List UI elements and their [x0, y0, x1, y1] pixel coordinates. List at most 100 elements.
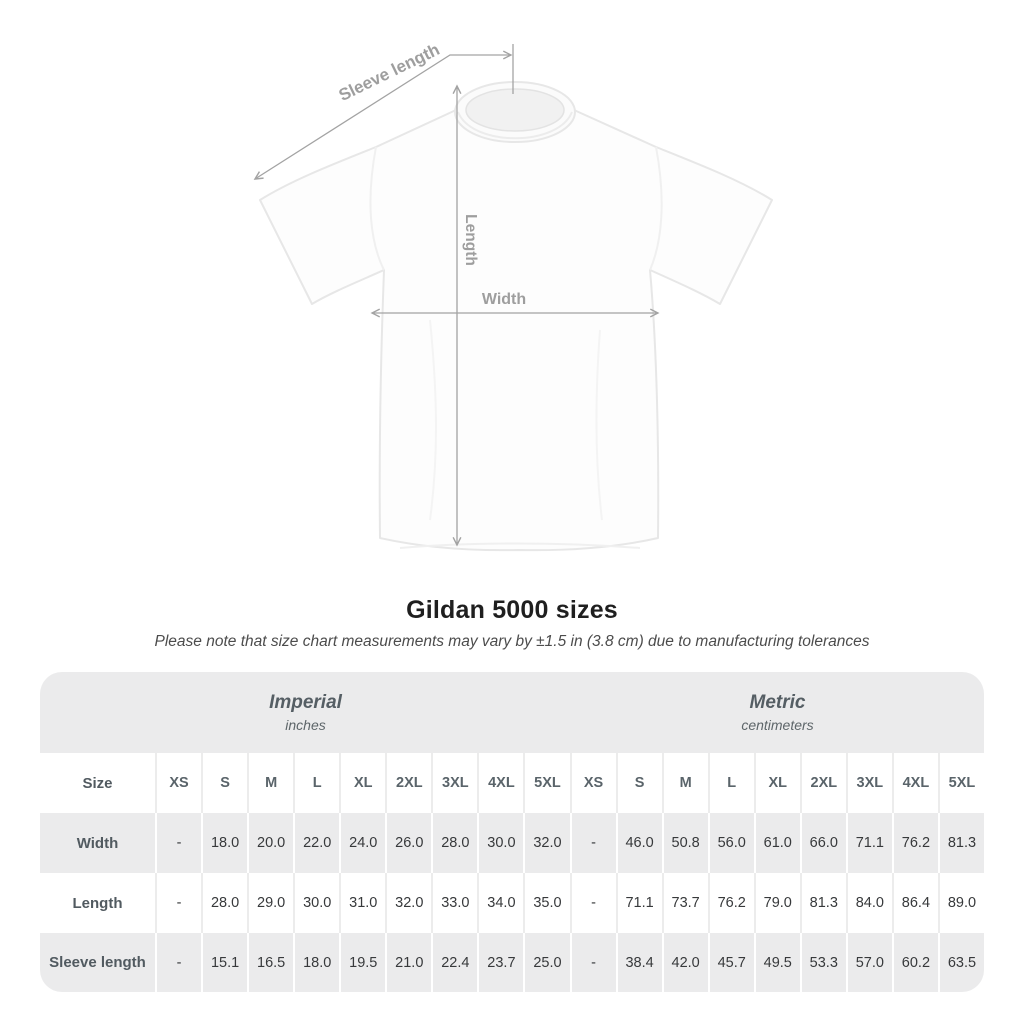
- width-label: Width: [482, 291, 526, 308]
- size-header-imperial-s: S: [201, 753, 247, 813]
- table-cell: 18.0: [293, 933, 339, 992]
- table-row-width: Width -18.0 20.0 22.0 24.0 26.0 28.0 30.0 32.0-4…: [40, 813, 984, 873]
- size-header-imperial-5xl: 5XL: [523, 753, 569, 813]
- imperial-group-header: Imperial inches: [40, 672, 571, 753]
- tshirt-diagram-svg: Sleeve length Length Width: [253, 40, 773, 552]
- size-header-imperial-xs: XS: [155, 753, 201, 813]
- table-cell: 26.0: [385, 813, 431, 873]
- table-cell: 33.0: [431, 873, 477, 933]
- table-cell: 29.0: [247, 873, 293, 933]
- size-header-metric-2xl: 2XL: [799, 753, 846, 813]
- table-cell: 30.0: [293, 873, 339, 933]
- table-cell: 60.2: [891, 933, 938, 992]
- metric-label: Metric: [749, 692, 806, 713]
- row-label: Length: [72, 894, 123, 912]
- table-cell: 66.0: [799, 813, 846, 873]
- table-cell: 24.0: [339, 813, 385, 873]
- table-cell: 19.5: [339, 933, 385, 992]
- table-cell: 76.2: [707, 873, 754, 933]
- table-cell: 76.2: [891, 813, 938, 873]
- table-cell: -: [569, 813, 616, 873]
- table-cell: -: [569, 933, 616, 992]
- table-cell: 30.0: [477, 813, 523, 873]
- sleeve-length-arrow: [253, 50, 513, 180]
- table-row-length: Length -28.0 29.0 30.0 31.0 32.0 33.0 34.0 35.0-…: [40, 873, 984, 933]
- table-cell: 38.4: [615, 933, 662, 992]
- table-cell: 35.0: [523, 873, 569, 933]
- size-header-metric-4xl: 4XL: [891, 753, 938, 813]
- page-title: Gildan 5000 sizes: [406, 596, 618, 624]
- size-header-metric-5xl: 5XL: [937, 753, 984, 813]
- size-header-imperial-xl: XL: [339, 753, 385, 813]
- table-cell: -: [569, 873, 616, 933]
- length-label: Length: [462, 214, 479, 266]
- size-header-imperial-2xl: 2XL: [385, 753, 431, 813]
- table-cell: 49.5: [753, 933, 800, 992]
- table-cell: 56.0: [707, 813, 754, 873]
- table-cell: -: [155, 933, 201, 992]
- table-cell: -: [155, 873, 201, 933]
- table-cell: 32.0: [523, 813, 569, 873]
- imperial-label: Imperial: [269, 692, 342, 713]
- metric-group-header: Metric centimeters: [571, 672, 984, 753]
- row-label: Width: [76, 834, 119, 852]
- table-cell: 71.1: [615, 873, 662, 933]
- size-header-metric-s: S: [615, 753, 662, 813]
- table-cell: 86.4: [891, 873, 938, 933]
- table-cell: 15.1: [201, 933, 247, 992]
- table-cell: 28.0: [431, 813, 477, 873]
- size-header-imperial-3xl: 3XL: [431, 753, 477, 813]
- table-cell: 79.0: [753, 873, 800, 933]
- measurement-annotations: [253, 44, 660, 547]
- size-header-imperial-m: M: [247, 753, 293, 813]
- table-cell: 16.5: [247, 933, 293, 992]
- table-cell: 23.7: [477, 933, 523, 992]
- metric-unit-label: centimeters: [741, 717, 814, 733]
- table-cell: 34.0: [477, 873, 523, 933]
- table-cell: 50.8: [661, 813, 708, 873]
- table-cell: 32.0: [385, 873, 431, 933]
- table-cell: 57.0: [845, 933, 892, 992]
- table-cell: 20.0: [247, 813, 293, 873]
- table-cell: 84.0: [845, 873, 892, 933]
- size-header-row: Size XS S M L XL 2XL 3XL 4XL 5XL XS S M L XL 2XL 3XL 4XL 5…: [40, 753, 984, 813]
- tshirt-diagram: Sleeve length Length Width: [253, 40, 773, 552]
- table-cell: 21.0: [385, 933, 431, 992]
- unit-group-band: Imperial inches Metric centimeters: [40, 672, 984, 753]
- imperial-unit-label: inches: [285, 717, 326, 733]
- table-cell: 25.0: [523, 933, 569, 992]
- tshirt-collar: [454, 81, 576, 143]
- tshirt-illustration: [259, 81, 773, 552]
- size-column-header: Size: [82, 774, 113, 792]
- table-cell: 31.0: [339, 873, 385, 933]
- size-header-metric-xl: XL: [753, 753, 800, 813]
- table-cell: 18.0: [201, 813, 247, 873]
- table-cell: 45.7: [707, 933, 754, 992]
- size-header-metric-3xl: 3XL: [845, 753, 892, 813]
- table-cell: 22.4: [431, 933, 477, 992]
- table-cell: 71.1: [845, 813, 892, 873]
- table-cell: 22.0: [293, 813, 339, 873]
- table-cell: -: [155, 813, 201, 873]
- size-header-metric-m: M: [661, 753, 708, 813]
- size-header-metric-l: L: [707, 753, 754, 813]
- table-body: Width -18.0 20.0 22.0 24.0 26.0 28.0 30.0 32.0-4…: [40, 813, 984, 992]
- table-cell: 42.0: [661, 933, 708, 992]
- size-header-imperial-4xl: 4XL: [477, 753, 523, 813]
- sleeve-length-label: Sleeve length: [336, 40, 443, 105]
- table-cell: 81.3: [937, 813, 984, 873]
- table-cell: 73.7: [661, 873, 708, 933]
- size-table: Imperial inches Metric centimeters Size X…: [40, 672, 984, 992]
- table-cell: 89.0: [937, 873, 984, 933]
- size-header-metric-xs: XS: [569, 753, 616, 813]
- table-cell: 28.0: [201, 873, 247, 933]
- tolerance-note: Please note that size chart measurements…: [154, 633, 870, 650]
- table-cell: 63.5: [937, 933, 984, 992]
- table-row-sleeve-length: Sleeve length -15.1 16.5 18.0 19.5 21.0 22.4 23…: [40, 933, 984, 992]
- table-cell: 61.0: [753, 813, 800, 873]
- row-label: Sleeve length: [49, 954, 146, 971]
- table-cell: 81.3: [799, 873, 846, 933]
- table-cell: 46.0: [615, 813, 662, 873]
- size-header-imperial-l: L: [293, 753, 339, 813]
